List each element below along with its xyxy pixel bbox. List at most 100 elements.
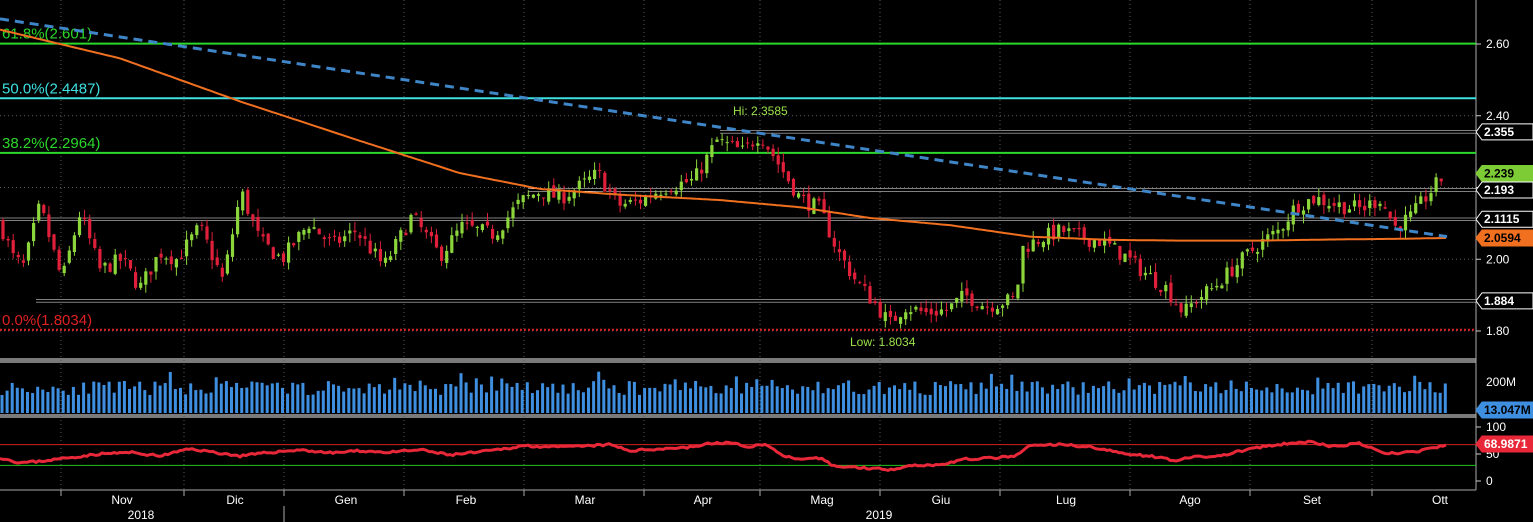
candle-up — [725, 142, 729, 144]
volume-bar — [617, 393, 621, 413]
candle-up — [144, 271, 148, 285]
price-tag-box — [1475, 165, 1533, 183]
volume-rsi-separator[interactable] — [0, 414, 1476, 418]
time-axis-ticks: Nov Dic Gen Feb Mar Apr Mag Giu Lug Ago Set Ott 2018… — [60, 490, 1449, 522]
candle-up — [1225, 267, 1229, 284]
month-label: Set — [1303, 493, 1322, 507]
candle-down — [802, 194, 806, 197]
volume-bar — [505, 383, 509, 413]
volume-bar — [1142, 382, 1146, 413]
candle-up — [72, 235, 76, 253]
candle-up — [899, 317, 903, 324]
volume-bar — [1035, 381, 1039, 413]
candle-up — [1210, 288, 1214, 290]
volume-bar — [1178, 385, 1182, 413]
candle-down — [633, 199, 637, 201]
volume-bar — [51, 386, 55, 413]
candle-down — [1169, 282, 1173, 303]
candle-down — [414, 213, 418, 215]
volume-bar — [36, 386, 40, 413]
volume-bar — [1326, 382, 1330, 413]
volume-bar — [561, 384, 565, 413]
candle-down — [1439, 178, 1443, 182]
candle-down — [440, 246, 444, 261]
volume-bar — [347, 388, 351, 413]
volume-bar — [1020, 381, 1024, 413]
volume-bar — [260, 382, 264, 413]
volume-bar — [862, 394, 866, 413]
candle-down — [929, 308, 933, 315]
candle-down — [42, 204, 46, 214]
volume-bar — [648, 387, 652, 413]
rsi-tag-box — [1475, 435, 1533, 453]
volume-bar — [1234, 388, 1238, 413]
candle-down — [1052, 224, 1056, 240]
candle-up — [1006, 294, 1010, 306]
volume-bar — [97, 382, 101, 413]
volume-bar — [1229, 380, 1233, 413]
volume-bar — [1290, 392, 1294, 413]
volume-bar — [1102, 386, 1106, 413]
volume-bar — [311, 394, 315, 413]
candle-up — [26, 242, 31, 261]
candle-down — [1011, 296, 1015, 298]
candle-up — [475, 226, 479, 229]
volume-bar — [1148, 385, 1151, 413]
volume-bar — [26, 391, 29, 413]
candle-up — [1368, 200, 1372, 209]
volume-bar — [938, 385, 942, 413]
candle-up — [939, 309, 943, 315]
volume-bar — [607, 388, 611, 413]
candle-up — [480, 224, 484, 231]
candle-down — [327, 237, 331, 239]
candle-up — [312, 227, 316, 229]
candle-down — [1097, 239, 1102, 246]
candle-down — [1393, 217, 1397, 226]
candle-up — [1337, 202, 1341, 207]
candle-up — [62, 265, 66, 274]
candle-up — [904, 312, 908, 320]
volume-bar — [1137, 385, 1141, 413]
volume-bar — [204, 393, 208, 413]
volume-bar — [831, 389, 835, 413]
volume-bar — [1260, 390, 1264, 413]
fibonacci-levels: 61.8%(2.601) 50.0%(2.4487) 38.2%(2.2964) 0.… — [0, 26, 1476, 331]
volume-bar — [1025, 391, 1029, 413]
candle-down — [205, 226, 209, 240]
candle-up — [1245, 249, 1249, 252]
price-tag-box — [1475, 229, 1533, 247]
volume-bar — [954, 384, 958, 413]
candle-up — [516, 199, 520, 204]
volume-bar — [337, 385, 341, 413]
candle-up — [1429, 193, 1433, 202]
volume-bar — [770, 379, 774, 413]
price-volume-separator[interactable] — [0, 358, 1476, 363]
volume-bar — [168, 372, 172, 413]
candle-up — [557, 189, 561, 200]
volume-bar — [734, 376, 738, 413]
candle-down — [1250, 247, 1255, 251]
volume-bar — [122, 381, 126, 413]
candle-down — [613, 188, 617, 195]
volume-bar — [449, 384, 453, 413]
volume-bar — [719, 393, 723, 413]
candle-down — [638, 199, 643, 204]
candle-down — [1358, 200, 1362, 208]
volume-bar — [755, 379, 759, 413]
volume-tick-label: 200M — [1486, 375, 1516, 389]
candle-down — [83, 217, 87, 220]
volume-bar — [1433, 392, 1437, 413]
candle-down — [47, 214, 51, 238]
candle-down — [751, 144, 755, 147]
volume-bar — [689, 388, 692, 413]
volume-bar — [240, 387, 244, 413]
candle-down — [766, 146, 770, 150]
candle-up — [756, 143, 760, 146]
volume-bar — [1097, 388, 1100, 413]
volume-bar — [969, 382, 973, 413]
candle-down — [57, 249, 61, 270]
candle-up — [1021, 245, 1025, 284]
candle-up — [980, 306, 984, 310]
volume-bar — [15, 387, 19, 413]
volume-bar — [673, 379, 677, 413]
